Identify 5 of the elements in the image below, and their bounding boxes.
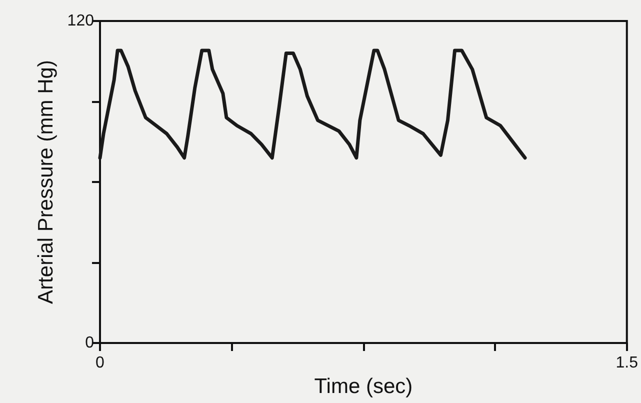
x-tick-label: 1.5 bbox=[616, 354, 638, 372]
x-axis-title: Time (sec) bbox=[314, 374, 413, 398]
y-tick-label: 120 bbox=[67, 12, 94, 30]
line-series bbox=[98, 48, 527, 160]
y-axis-title: Arterial Pressure (mm Hg) bbox=[34, 60, 58, 304]
